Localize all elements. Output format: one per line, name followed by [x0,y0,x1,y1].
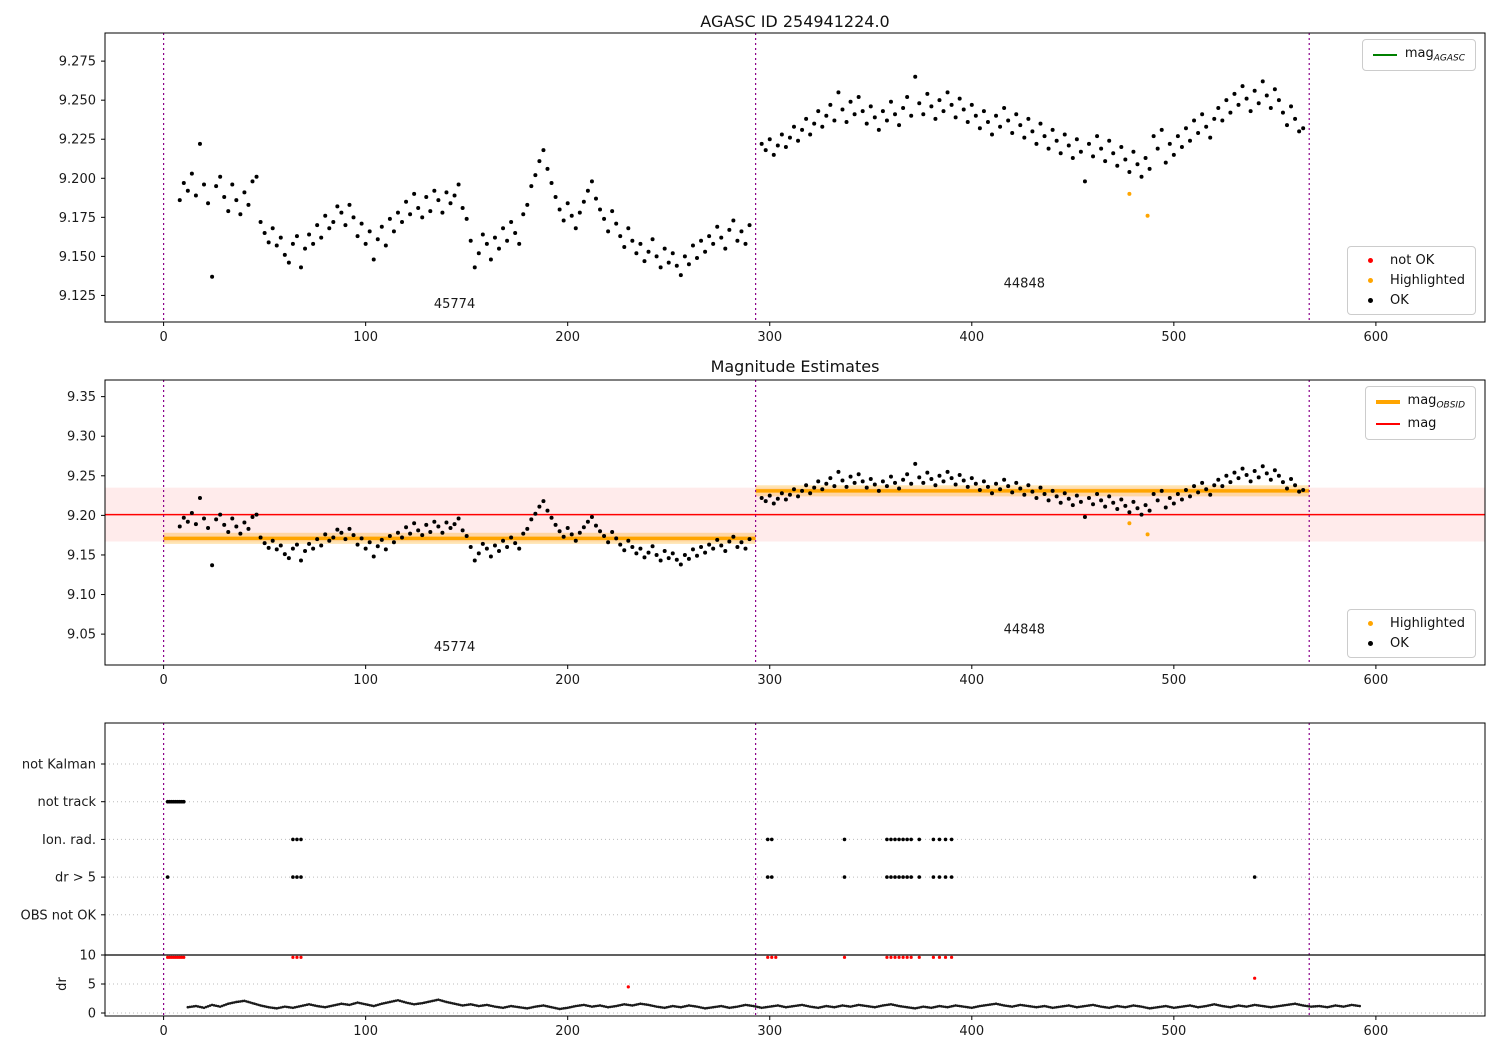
mag-line-swatch [1375,423,1400,426]
svg-text:200: 200 [555,673,580,688]
svg-text:300: 300 [757,673,782,688]
svg-text:500: 500 [1161,673,1186,688]
legend-mid-markers: Highlighted OK [1347,609,1476,658]
svg-text:dr > 5: dr > 5 [55,871,96,886]
top-chart-title: AGASC ID 254941224.0 [700,12,890,31]
legend-item-ok: OK [1358,636,1465,651]
svg-text:200: 200 [555,1024,580,1039]
svg-text:9.05: 9.05 [67,628,96,643]
svg-text:9.275: 9.275 [59,55,96,70]
svg-text:45774: 45774 [434,297,475,312]
legend-top-markers: not OK Highlighted OK [1347,246,1476,315]
legend-item-mag-agasc: magAGASC [1372,46,1465,64]
svg-text:0: 0 [159,1024,167,1039]
svg-text:44848: 44848 [1004,277,1045,292]
svg-text:9.10: 9.10 [67,588,96,603]
svg-text:0: 0 [159,330,167,345]
legend-label: OK [1390,293,1409,308]
svg-text:not track: not track [37,795,96,810]
svg-text:9.25: 9.25 [67,469,96,484]
svg-text:9.30: 9.30 [67,430,96,445]
svg-text:9.15: 9.15 [67,548,96,563]
legend-item-mag-obsid: magOBSID [1375,393,1465,411]
svg-text:9.250: 9.250 [59,94,96,109]
svg-text:9.225: 9.225 [59,133,96,148]
not-ok-marker-swatch [1358,258,1382,263]
svg-text:100: 100 [353,1024,378,1039]
middle-chart: 45774 44848 0 100 200 300 400 500 600 9.05 9.10 9.1… [67,379,1486,688]
svg-text:9.20: 9.20 [67,509,96,524]
svg-text:5: 5 [88,978,96,993]
svg-text:100: 100 [353,330,378,345]
legend-mid-lines: magOBSID mag [1364,386,1476,441]
legend-label: Highlighted [1390,273,1465,288]
svg-text:500: 500 [1161,1024,1186,1039]
svg-text:9.150: 9.150 [59,250,96,265]
legend-mag-agasc: magAGASC [1361,39,1476,71]
svg-text:45774: 45774 [434,640,475,655]
svg-text:600: 600 [1363,673,1388,688]
svg-text:0: 0 [159,673,167,688]
svg-text:400: 400 [959,1024,984,1039]
legend-item-not-ok: not OK [1358,253,1465,268]
legend-label: OK [1390,636,1409,651]
svg-text:10: 10 [79,949,96,964]
svg-text:9.125: 9.125 [59,289,96,304]
legend-item-mag: mag [1375,415,1465,434]
svg-text:0: 0 [88,1007,96,1022]
middle-chart-title: Magnitude Estimates [710,357,880,376]
svg-text:not Kalman: not Kalman [22,758,96,773]
svg-text:44848: 44848 [1004,622,1045,637]
svg-text:600: 600 [1363,330,1388,345]
svg-text:9.35: 9.35 [67,390,96,405]
svg-text:100: 100 [353,673,378,688]
ok-marker-swatch [1358,641,1382,646]
top-chart: 45774 44848 0 100 200 300 400 500 600 9.125 9.150 9… [59,32,1486,345]
svg-text:Ion. rad.: Ion. rad. [42,833,96,848]
legend-item-highlighted: Highlighted [1358,616,1465,631]
svg-text:400: 400 [959,330,984,345]
legend-label: not OK [1390,253,1435,268]
mag-agasc-line-swatch [1372,53,1397,56]
svg-text:OBS not OK: OBS not OK [21,908,97,923]
ok-marker-swatch [1358,298,1382,303]
legend-label: magAGASC [1404,46,1465,64]
highlighted-marker-swatch [1358,621,1382,626]
svg-text:200: 200 [555,330,580,345]
mag-obsid-line-swatch [1375,399,1400,404]
svg-text:dr: dr [55,977,70,991]
svg-text:300: 300 [757,1024,782,1039]
legend-label: magOBSID [1407,393,1465,411]
highlighted-marker-swatch [1358,278,1382,283]
legend-label: mag [1407,415,1437,431]
legend-item-highlighted: Highlighted [1358,273,1465,288]
svg-text:600: 600 [1363,1024,1388,1039]
legend-label: Highlighted [1390,616,1465,631]
svg-text:400: 400 [959,673,984,688]
svg-text:500: 500 [1161,330,1186,345]
svg-text:9.175: 9.175 [59,211,96,226]
legend-item-ok: OK [1358,293,1465,308]
svg-text:9.200: 9.200 [59,172,96,187]
svg-text:300: 300 [757,330,782,345]
